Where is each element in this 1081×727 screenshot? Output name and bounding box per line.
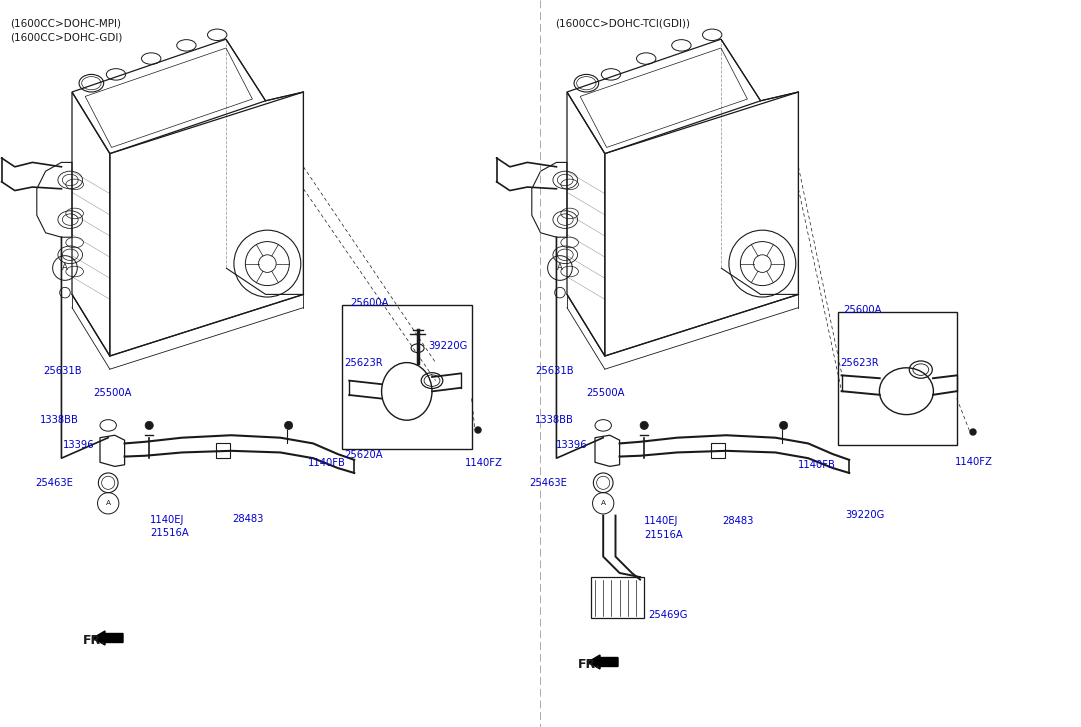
Ellipse shape	[411, 344, 424, 353]
Text: 28483: 28483	[722, 516, 753, 526]
Circle shape	[640, 422, 649, 430]
Circle shape	[145, 422, 154, 430]
Text: 1140FZ: 1140FZ	[465, 458, 503, 468]
Text: 1338BB: 1338BB	[535, 415, 574, 425]
Bar	[216, 443, 229, 458]
Text: 25469G: 25469G	[648, 610, 688, 620]
FancyArrow shape	[93, 631, 123, 645]
Text: 25500A: 25500A	[586, 388, 625, 398]
Text: 1140EJ: 1140EJ	[644, 516, 679, 526]
Text: 13396: 13396	[556, 440, 588, 450]
Text: 25620A: 25620A	[344, 450, 383, 460]
Text: 25631B: 25631B	[535, 366, 574, 376]
Text: FR.: FR.	[578, 659, 601, 672]
Bar	[838, 312, 957, 445]
Circle shape	[475, 427, 481, 433]
Bar	[711, 443, 724, 458]
Text: 25600A: 25600A	[843, 305, 881, 315]
Text: 25631B: 25631B	[43, 366, 82, 376]
Text: 25500A: 25500A	[93, 388, 132, 398]
Text: 25463E: 25463E	[35, 478, 72, 488]
Text: A: A	[62, 263, 68, 273]
Text: 39220G: 39220G	[428, 341, 467, 351]
Text: 21516A: 21516A	[150, 528, 189, 538]
Text: 28483: 28483	[232, 514, 264, 524]
Circle shape	[284, 422, 293, 430]
Bar	[342, 305, 471, 449]
Text: 13396: 13396	[63, 440, 95, 450]
Circle shape	[970, 429, 976, 435]
Text: (1600CC>DOHC-MPI): (1600CC>DOHC-MPI)	[10, 18, 121, 28]
Text: FR.: FR.	[83, 635, 106, 648]
FancyArrow shape	[588, 655, 618, 669]
Bar	[591, 577, 644, 618]
Text: 1140EJ: 1140EJ	[150, 515, 185, 525]
Text: A: A	[601, 500, 605, 506]
Text: 1338BB: 1338BB	[40, 415, 79, 425]
Text: A: A	[106, 500, 110, 506]
Text: 25623R: 25623R	[344, 358, 383, 368]
Text: 1140FB: 1140FB	[798, 460, 836, 470]
Text: 25463E: 25463E	[529, 478, 566, 488]
Text: 25600A: 25600A	[350, 298, 388, 308]
Text: 25623R: 25623R	[840, 358, 879, 368]
Text: (1600CC>DOHC-GDI): (1600CC>DOHC-GDI)	[10, 33, 122, 43]
Text: 1140FZ: 1140FZ	[955, 457, 992, 467]
Circle shape	[779, 422, 788, 430]
Text: 1140FB: 1140FB	[308, 458, 346, 468]
Text: (1600CC>DOHC-TCI(GDI)): (1600CC>DOHC-TCI(GDI))	[555, 18, 690, 28]
Text: A: A	[557, 263, 563, 273]
Text: 39220G: 39220G	[845, 510, 884, 520]
Text: 21516A: 21516A	[644, 530, 683, 540]
